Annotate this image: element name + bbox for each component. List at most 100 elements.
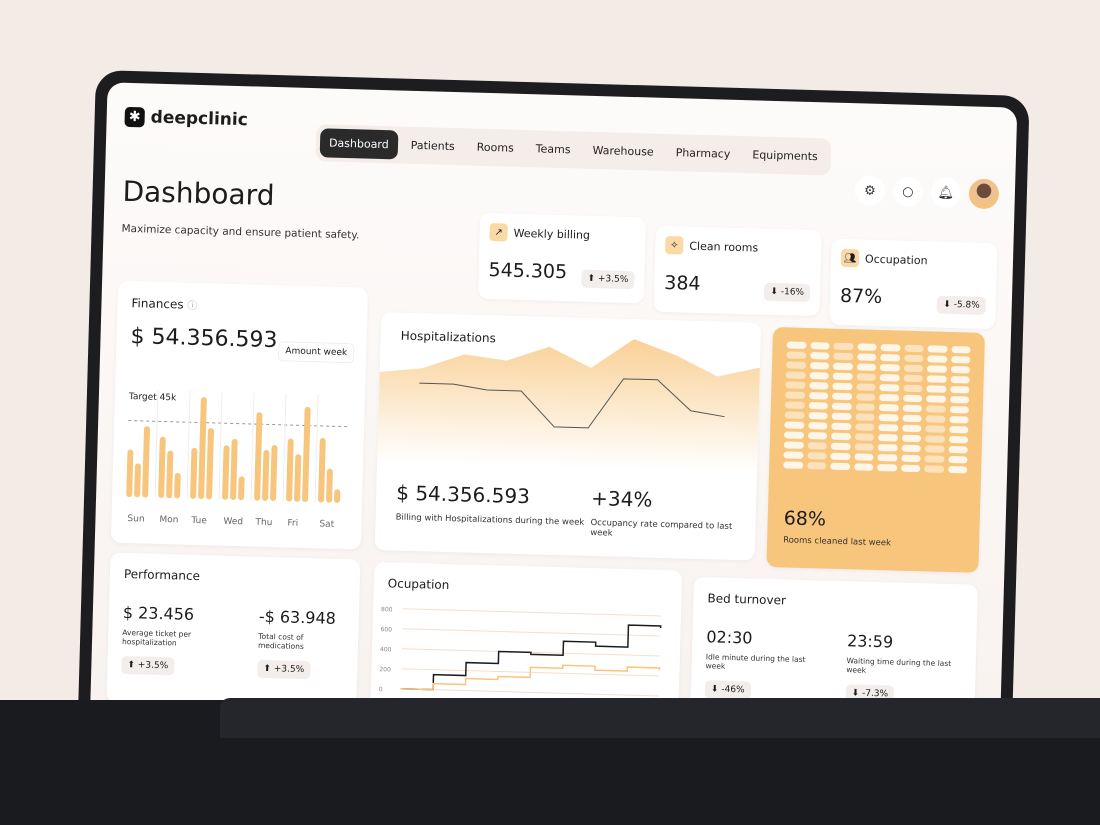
room-cell	[877, 433, 898, 442]
room-cell	[902, 394, 923, 403]
target-line	[128, 420, 351, 428]
room-cell	[806, 452, 827, 460]
med-cost-value: -$ 63.948	[258, 606, 337, 628]
finance-bar	[238, 476, 245, 501]
room-cell	[903, 374, 923, 383]
finance-bar	[198, 397, 207, 500]
room-cell	[879, 384, 900, 392]
rooms-heatmap	[783, 341, 971, 474]
change-badge: ⬇ -46%	[704, 680, 751, 700]
laptop-keyboard-edge	[220, 698, 1100, 738]
avatar[interactable]	[968, 178, 1000, 210]
logo[interactable]: ✱ deepclinic	[124, 106, 248, 130]
room-cell	[879, 374, 900, 382]
room-cell	[948, 445, 968, 454]
room-cell	[926, 375, 947, 383]
room-cell	[901, 414, 922, 423]
finance-bar	[222, 445, 230, 500]
room-cell	[924, 455, 945, 463]
settings-icon[interactable]: ⚙	[854, 175, 886, 207]
kpi-label: Occupation	[864, 252, 928, 267]
kpi-card: ↗ Weekly billing 545.305 ⬆ +3.5%	[477, 212, 647, 304]
performance-title: Performance	[123, 566, 201, 584]
room-cell	[947, 465, 968, 474]
room-cell	[926, 395, 946, 403]
room-cell	[786, 341, 807, 349]
waiting-value: 23:59	[846, 631, 894, 652]
broom-icon: ✧	[665, 235, 684, 255]
room-cell	[903, 344, 924, 353]
finance-bar	[334, 489, 341, 503]
room-cell	[880, 344, 901, 352]
nav-tab-pharmacy[interactable]: Pharmacy	[675, 146, 731, 161]
room-cell	[785, 361, 806, 369]
finances-card: Finances ⓘ $ 54.356.593 Amount week Targ…	[110, 280, 369, 550]
room-cell	[807, 442, 827, 450]
room-cell	[832, 382, 853, 391]
room-cell	[785, 371, 806, 379]
finance-bar	[302, 406, 311, 503]
day-label: Mon	[159, 515, 178, 526]
room-cell	[924, 465, 944, 473]
grid-line	[403, 608, 661, 617]
room-cell	[903, 354, 924, 363]
room-cell	[831, 422, 851, 431]
room-cell	[785, 391, 805, 399]
finance-bar	[166, 450, 174, 499]
nav-tab-dashboard[interactable]: Dashboard	[319, 128, 399, 160]
ocupation-series-line	[400, 624, 662, 691]
room-cell	[806, 462, 827, 470]
room-cell	[925, 415, 946, 423]
nav-tab-patients[interactable]: Patients	[410, 138, 455, 154]
room-cell	[831, 402, 852, 411]
room-cell	[808, 402, 828, 410]
finance-bar	[326, 468, 333, 503]
idle-value: 02:30	[706, 627, 753, 648]
room-cell	[949, 385, 970, 394]
hosp-rate-caption: Occupancy rate compared to last week	[590, 517, 733, 539]
room-cell	[900, 454, 921, 463]
nav-tab-rooms[interactable]: Rooms	[476, 140, 514, 155]
idle-caption: Idle minute during the last week	[705, 652, 806, 671]
room-cell	[902, 384, 923, 393]
room-cell	[924, 435, 945, 443]
room-cell	[924, 445, 945, 453]
finance-bar	[318, 437, 326, 503]
room-cell	[785, 381, 806, 389]
ocupation-title: Ocupation	[387, 576, 450, 593]
ocupation-card: Ocupation 800 600 400 200 0	[369, 561, 683, 731]
kpi-change-badge: ⬆ +3.5%	[581, 269, 635, 290]
info-icon[interactable]: ⓘ	[187, 300, 198, 312]
room-cell	[877, 463, 897, 472]
nav-tab-warehouse[interactable]: Warehouse	[592, 143, 654, 159]
header-icons: ⚙ ○ 🔔︎	[854, 175, 1000, 210]
room-cell	[877, 453, 898, 462]
room-cell	[783, 451, 804, 459]
room-cell	[855, 393, 876, 401]
room-cell	[901, 424, 922, 433]
room-cell	[830, 452, 851, 461]
room-cell	[950, 355, 971, 364]
bell-icon[interactable]: 🔔︎	[930, 177, 962, 209]
hosp-line	[419, 378, 725, 429]
bed-turnover-title: Bed turnover	[707, 591, 787, 608]
room-cell	[878, 413, 899, 422]
room-cell	[879, 393, 899, 402]
nav-tab-equipments[interactable]: Equipments	[752, 148, 818, 164]
day-divider	[314, 394, 319, 503]
room-cell	[783, 461, 803, 469]
ocupation-series-line	[400, 664, 661, 691]
room-cell	[925, 405, 946, 413]
amount-week-filter[interactable]: Amount week	[278, 341, 355, 364]
chat-icon[interactable]: ○	[892, 176, 924, 208]
hosp-rate: +34%	[590, 485, 653, 512]
avg-ticket-caption: Average ticket per hospitalization	[121, 627, 192, 648]
finances-bar-chart: Target 45k Sun Mon Tue Wed Thu Fri Sat	[126, 389, 351, 530]
nav-tab-teams[interactable]: Teams	[535, 142, 571, 157]
asterisk-icon: ✱	[124, 106, 145, 128]
room-cell	[879, 364, 900, 372]
finance-bar	[142, 426, 150, 498]
room-cell	[832, 372, 853, 381]
kpi-change-badge: ⬇ -5.8%	[936, 295, 987, 315]
room-cell	[925, 425, 945, 433]
